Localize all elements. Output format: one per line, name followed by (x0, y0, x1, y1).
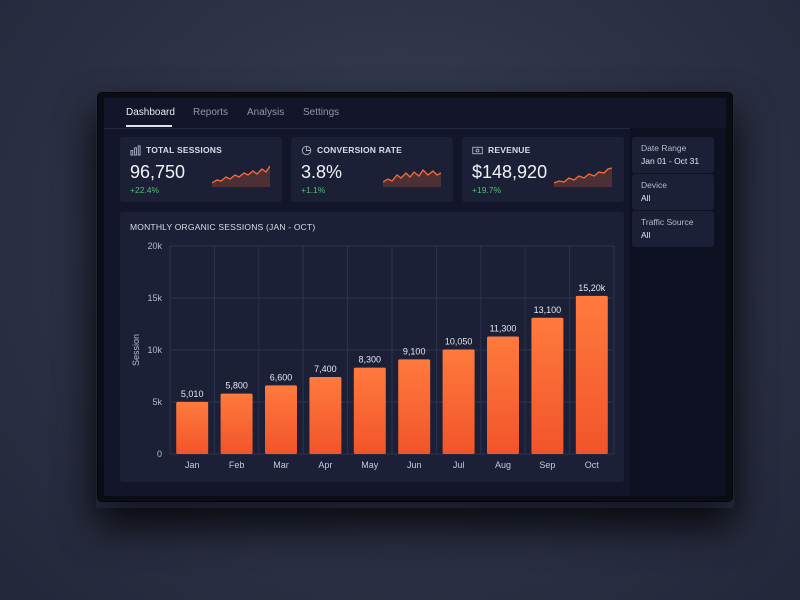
tab-dashboard[interactable]: Dashboard (126, 107, 175, 118)
bar (487, 336, 519, 454)
filter-value: Jan 01 - Oct 31 (641, 156, 700, 166)
filter-device[interactable]: Device All (632, 174, 714, 210)
kpi-card-conversion-rate: CONVERSION RATE 3.8% +1.1% (291, 137, 453, 202)
y-tick-label: 10k (147, 345, 162, 355)
bar-data-label: 7,400 (314, 364, 337, 374)
x-tick-label: Aug (495, 460, 511, 470)
x-tick-label: Apr (318, 460, 332, 470)
bar-data-label: 13,100 (534, 305, 562, 315)
sparkline (383, 168, 441, 187)
active-tab-indicator (126, 125, 172, 127)
sparkline (554, 167, 612, 187)
filter-date-range[interactable]: Date Range Jan 01 - Oct 31 (632, 137, 714, 173)
kpi-title: REVENUE (488, 145, 531, 155)
bar (575, 295, 608, 454)
filter-panel: Date Range Jan 01 - Oct 31 Device All Tr… (632, 137, 714, 248)
kpi-delta: +19.7% (472, 185, 502, 195)
kpi-value: $148,920 (472, 162, 548, 182)
x-tick-label: Oct (585, 460, 600, 470)
filter-label: Traffic Source (641, 217, 694, 227)
bar-chart-icon (130, 145, 141, 156)
pie-chart-icon (301, 145, 312, 156)
bar (442, 349, 475, 454)
x-tick-label: Jul (453, 460, 465, 470)
x-tick-label: Jun (407, 460, 422, 470)
bar-chart: 0 5k 10k 15k 20k Session 5,010 Jan 5,800 Feb 6,600… (131, 241, 615, 470)
bar-data-label: 8,300 (359, 355, 382, 365)
kpi-card-revenue: REVENUE $148,920 +19.7% (462, 137, 624, 202)
bar-data-label: 15,20k (578, 283, 606, 293)
bar-data-label: 10,050 (445, 336, 473, 346)
bar (353, 367, 386, 454)
bar (309, 377, 342, 454)
y-axis-label: Session (131, 334, 141, 366)
x-tick-label: Feb (229, 460, 245, 470)
bar-data-label: 6,600 (270, 372, 293, 382)
chart-title: MONTHLY ORGANIC SESSIONS (JAN - OCT) (130, 222, 316, 232)
bar (265, 385, 297, 454)
top-nav: Dashboard Reports Analysis Settings (104, 98, 726, 129)
kpi-value: 3.8% (301, 162, 343, 182)
money-icon (472, 146, 483, 155)
x-tick-label: Jan (185, 460, 200, 470)
y-tick-label: 0 (157, 449, 162, 459)
x-tick-label: Mar (273, 460, 289, 470)
x-tick-label: May (361, 460, 379, 470)
filter-label: Date Range (641, 143, 687, 153)
bar (176, 401, 209, 454)
kpi-delta: +1.1% (301, 185, 326, 195)
tab-settings[interactable]: Settings (303, 107, 340, 118)
kpi-delta: +22.4% (130, 185, 160, 195)
kpi-title: CONVERSION RATE (317, 145, 403, 155)
bar (531, 317, 564, 454)
bar-data-label: 9,100 (403, 346, 426, 356)
kpi-title: TOTAL SESSIONS (146, 145, 223, 155)
bar (398, 359, 431, 454)
x-tick-label: Sep (539, 460, 555, 470)
dashboard-screen: Dashboard Reports Analysis Settings TOTA… (104, 98, 726, 496)
bar-data-label: 11,300 (490, 323, 517, 333)
filter-value: All (641, 230, 651, 240)
filter-label: Device (641, 180, 667, 190)
bar (220, 393, 253, 454)
tab-reports[interactable]: Reports (193, 107, 229, 118)
sparkline (212, 165, 270, 187)
bar-data-label: 5,010 (181, 389, 204, 399)
filter-value: All (641, 193, 651, 203)
kpi-value: 96,750 (130, 162, 186, 182)
y-tick-label: 20k (147, 241, 162, 251)
kpi-card-total-sessions: TOTAL SESSIONS 96,750 +22.4% (120, 137, 282, 202)
bar-data-label: 5,800 (225, 381, 248, 391)
filter-traffic-source[interactable]: Traffic Source All (632, 211, 714, 247)
y-tick-label: 5k (152, 397, 162, 407)
sessions-chart-card: MONTHLY ORGANIC SESSIONS (JAN - OCT) 0 5k… (120, 212, 624, 482)
y-tick-label: 15k (147, 293, 162, 303)
tab-analysis[interactable]: Analysis (247, 107, 285, 118)
